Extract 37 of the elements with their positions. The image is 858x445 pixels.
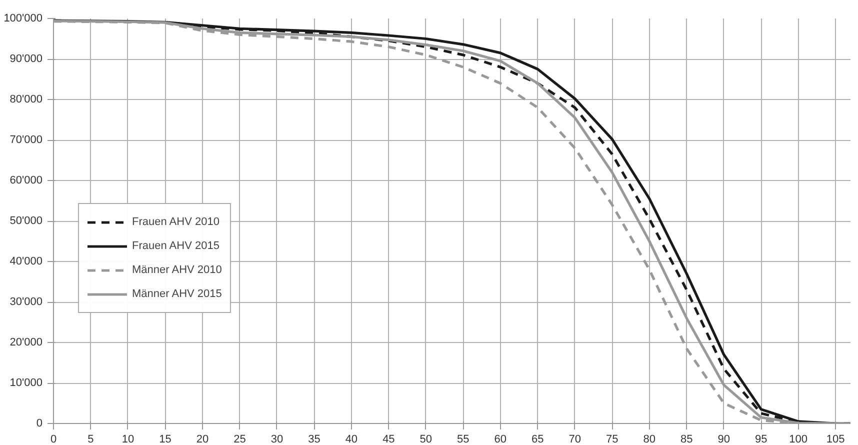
x-tick-label: 0	[50, 434, 57, 445]
y-tick-label: 10'000	[10, 377, 43, 389]
legend-label: Frauen AHV 2015	[132, 240, 220, 252]
x-tick-label: 60	[494, 434, 507, 445]
legend-label: Frauen AHV 2010	[132, 216, 220, 228]
x-tick-label: 55	[457, 434, 470, 445]
legend-label: Männer AHV 2015	[132, 288, 222, 300]
x-tick-label: 90	[718, 434, 730, 445]
x-tick-label: 50	[420, 434, 432, 445]
x-tick-label: 85	[680, 434, 693, 445]
x-tick-label: 20	[196, 434, 209, 445]
x-tick-label: 25	[234, 434, 246, 445]
y-tick-label: 90'000	[10, 53, 43, 65]
x-tick-label: 30	[270, 434, 284, 445]
y-tick-label: 0	[36, 418, 43, 430]
x-tick-label: 15	[159, 434, 172, 445]
x-tick-label: 65	[532, 434, 544, 445]
x-tick-label: 75	[606, 434, 618, 445]
y-tick-label: 50'000	[10, 215, 43, 227]
x-tick-label: 45	[382, 434, 395, 445]
x-tick-label: 70	[568, 434, 582, 445]
y-tick-label: 60'000	[10, 174, 43, 186]
y-tick-label: 70'000	[10, 134, 43, 146]
x-tick-label: 5	[88, 434, 94, 445]
x-tick-label: 10	[122, 434, 134, 445]
y-tick-label: 100'000	[4, 12, 43, 24]
y-tick-label: 40'000	[10, 256, 43, 268]
x-tick-label: 40	[345, 434, 358, 445]
y-tick-label: 80'000	[10, 94, 43, 106]
y-tick-label: 30'000	[10, 296, 43, 308]
y-tick-label: 20'000	[10, 336, 43, 348]
legend-label: Männer AHV 2010	[132, 264, 222, 276]
x-tick-label: 35	[308, 434, 320, 445]
x-tick-label: 105	[826, 434, 845, 445]
x-tick-label: 95	[755, 434, 768, 445]
x-tick-label: 100	[789, 434, 808, 445]
x-tick-label: 80	[643, 434, 656, 445]
